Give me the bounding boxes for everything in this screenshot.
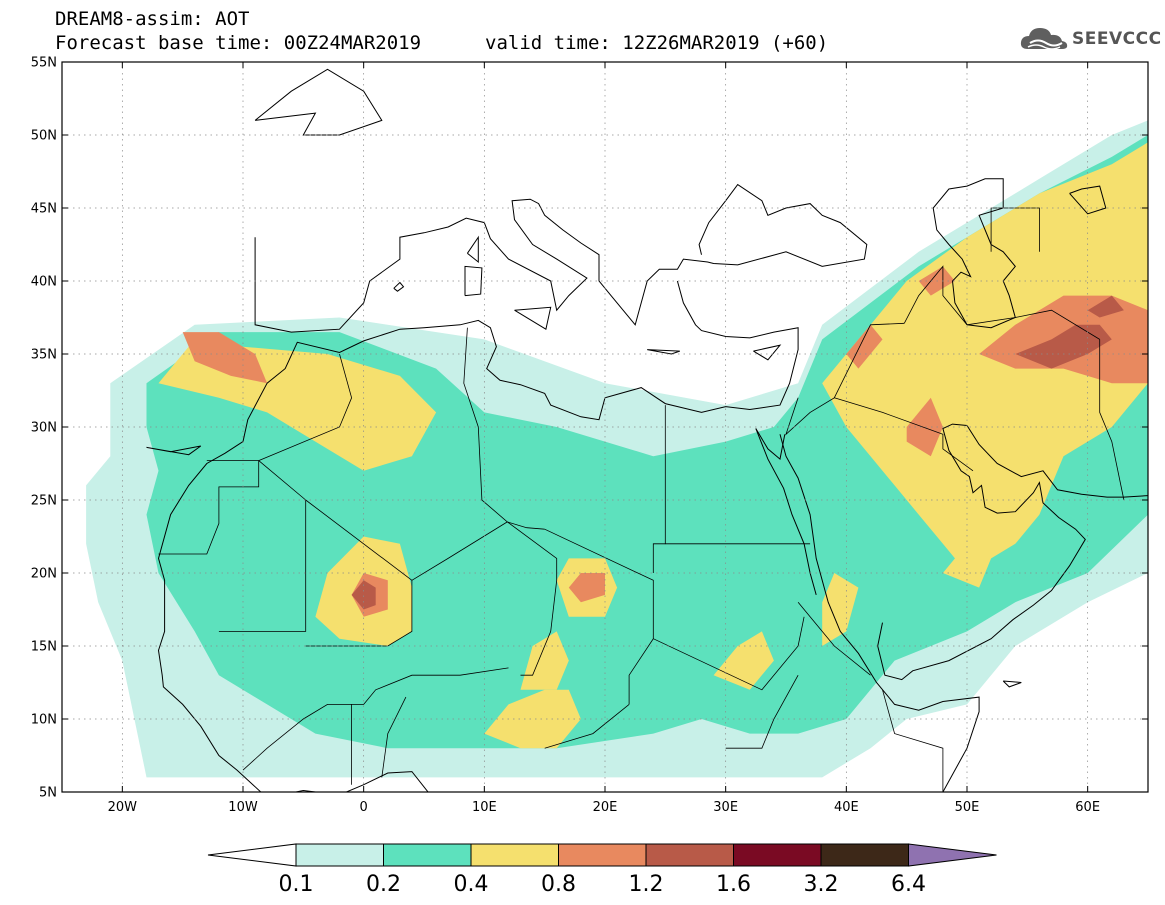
country-border-1: [218, 460, 307, 632]
aot-contour-fields: [86, 120, 1148, 778]
aot-region-0.4-6: [822, 142, 1148, 574]
country-border-15: [903, 265, 1100, 340]
cloud-icon: [1020, 28, 1068, 50]
lon-tick-label-30E: 30E: [713, 800, 738, 815]
colorbar-low-arrow: [207, 843, 297, 867]
colorbar: 0.1 0.2 0.4 0.8 1.2 1.6 3.2 6.4: [207, 843, 997, 897]
country-border-12: [834, 397, 974, 472]
logo-text: SEEVCCC: [1072, 29, 1162, 49]
country-border-19: [381, 696, 407, 778]
colorbar-label-1.6: 1.6: [716, 872, 751, 897]
aot-region-0.4-5: [713, 631, 774, 690]
lon-tick-label-20E: 20E: [593, 800, 618, 815]
country-border-14: [882, 689, 944, 792]
coastline-1: [254, 183, 868, 333]
coastlines: [146, 68, 1148, 792]
axis-ticks: 20W 10W 0 10E 20E 30E 40E 50E 60E 55N 50N 45N 40N 35N…: [31, 56, 1148, 815]
aot-region-0.8-2: [568, 573, 605, 603]
colorbar-swatch-4: [645, 843, 734, 867]
colorbar-swatch-5: [733, 843, 822, 867]
country-border-6: [411, 521, 508, 581]
coastline-14: [647, 349, 680, 355]
map-title: DREAM8-assim: AOT: [55, 8, 250, 30]
lat-tick-label-10N: 10N: [31, 713, 57, 728]
lat-tick-label-55N: 55N: [31, 56, 57, 71]
lat-tick-label-30N: 30N: [31, 421, 57, 436]
coastline-17: [1002, 680, 1022, 688]
lat-tick-label-40N: 40N: [31, 275, 57, 290]
country-border-17: [242, 667, 509, 771]
coastline-16: [146, 445, 202, 456]
colorbar-swatch-1: [383, 843, 472, 867]
aot-region-1.2-1: [1015, 324, 1112, 369]
aot-region-0.4-8: [942, 543, 992, 588]
country-border-4: [463, 327, 545, 530]
country-border-10: [653, 616, 805, 691]
lon-tick-label-10W: 10W: [228, 800, 258, 815]
lon-tick-label-50E: 50E: [955, 800, 980, 815]
country-border-13: [797, 601, 871, 676]
coastline-10: [393, 281, 405, 292]
coastline-4: [779, 434, 980, 792]
lat-tick-label-45N: 45N: [31, 202, 57, 217]
lat-tick-label-50N: 50N: [31, 129, 57, 144]
coastline-15: [753, 344, 782, 361]
coastline-2: [157, 280, 799, 792]
country-border-22: [990, 207, 1040, 252]
lat-tick-label-25N: 25N: [31, 494, 57, 509]
coastline-11: [464, 265, 483, 297]
colorbar-swatch-2: [470, 843, 559, 867]
colorbar-swatch-6: [820, 843, 909, 867]
aot-region-0.8-5: [846, 324, 883, 369]
lon-tick-label-0: 0: [360, 800, 368, 815]
colorbar-swatch-3: [558, 843, 647, 867]
colorbar-label-6.4: 6.4: [891, 872, 926, 897]
lon-tick-label-10E: 10E: [472, 800, 497, 815]
aot-region-0.4-7: [822, 573, 859, 646]
lon-tick-label-40E: 40E: [834, 800, 859, 815]
seevccc-logo: SEEVCCC: [1018, 24, 1162, 54]
coastline-0: [254, 68, 383, 136]
coastline-8: [932, 178, 1016, 329]
country-border-21: [725, 675, 799, 749]
colorbar-label-0.2: 0.2: [366, 872, 401, 897]
forecast-times: Forecast base time: 00Z24MAR2019 valid ti…: [55, 32, 828, 54]
colorbar-label-0.1: 0.1: [279, 872, 314, 897]
country-border-5: [507, 521, 558, 676]
colorbar-label-3.2: 3.2: [804, 872, 839, 897]
gridlines: [62, 62, 1148, 792]
lat-tick-label-15N: 15N: [31, 640, 57, 655]
colorbar-label-0.4: 0.4: [454, 872, 489, 897]
aot-region-0.4-3: [484, 689, 581, 749]
aot-region-1.2-0: [351, 580, 376, 610]
forecast-base-time: Forecast base time: 00Z24MAR2019: [55, 32, 422, 54]
lat-tick-label-20N: 20N: [31, 567, 57, 582]
coastline-9: [1069, 185, 1107, 215]
lat-tick-label-5N: 5N: [39, 786, 57, 801]
coastline-7: [877, 423, 1148, 681]
country-borders: [158, 207, 1125, 792]
aot-region-0.8-4: [906, 397, 943, 457]
aot-region-1.2-2: [1087, 295, 1124, 318]
colorbar-label-0.8: 0.8: [541, 872, 576, 897]
country-border-16: [1099, 339, 1125, 501]
colorbar-label-1.2: 1.2: [629, 872, 664, 897]
lon-tick-label-60E: 60E: [1075, 800, 1100, 815]
country-border-20: [544, 704, 630, 749]
coastline-12: [514, 306, 552, 330]
colorbar-swatch-0: [295, 843, 384, 867]
country-border-11: [785, 322, 905, 436]
valid-time: valid time: 12Z26MAR2019 (+60): [485, 32, 829, 54]
colorbar-high-arrow: [908, 843, 997, 867]
country-border-9: [652, 543, 666, 573]
aot-region-0.8-0: [182, 332, 268, 384]
lon-tick-label-20W: 20W: [108, 800, 138, 815]
coastline-6: [755, 428, 786, 461]
lat-tick-label-35N: 35N: [31, 348, 57, 363]
country-border-3: [258, 353, 353, 461]
coastline-13: [466, 235, 479, 264]
